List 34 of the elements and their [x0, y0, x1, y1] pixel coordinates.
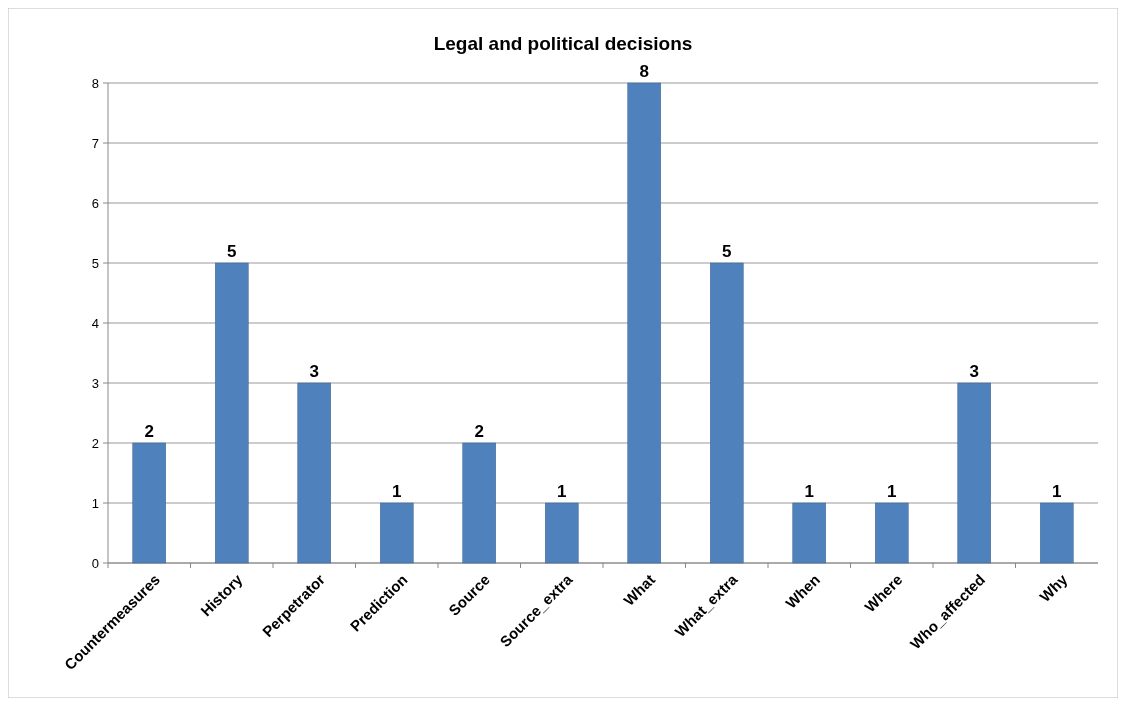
data-label: 1	[1052, 482, 1062, 501]
bar	[380, 502, 414, 564]
y-tick-label: 7	[91, 135, 99, 151]
y-tick-label: 2	[91, 435, 99, 451]
data-label: 1	[804, 482, 814, 501]
data-label: 3	[309, 362, 319, 381]
data-label: 5	[227, 242, 237, 261]
data-label: 1	[392, 482, 402, 501]
bar	[1040, 502, 1074, 564]
y-tick-label: 4	[91, 315, 99, 331]
bar	[545, 502, 579, 564]
y-tick-label: 0	[91, 555, 99, 571]
y-tick-label: 5	[91, 255, 99, 271]
y-tick-label: 6	[91, 195, 99, 211]
bar	[627, 82, 661, 564]
bar	[792, 502, 826, 564]
bar	[215, 262, 249, 564]
data-label: 1	[557, 482, 567, 501]
data-label: 3	[969, 362, 979, 381]
bar	[875, 502, 909, 564]
y-tick-label: 8	[91, 75, 99, 91]
bar	[710, 262, 744, 564]
data-label: 5	[722, 242, 732, 261]
data-label: 8	[639, 62, 649, 81]
chart-title: Legal and political decisions	[433, 33, 693, 54]
data-label: 2	[144, 422, 154, 441]
data-label: 2	[474, 422, 484, 441]
bar	[297, 382, 331, 564]
data-label: 1	[887, 482, 897, 501]
bar	[957, 382, 991, 564]
bar	[132, 442, 166, 564]
y-tick-label: 1	[91, 495, 99, 511]
bar	[462, 442, 496, 564]
y-tick-label: 3	[91, 375, 99, 391]
